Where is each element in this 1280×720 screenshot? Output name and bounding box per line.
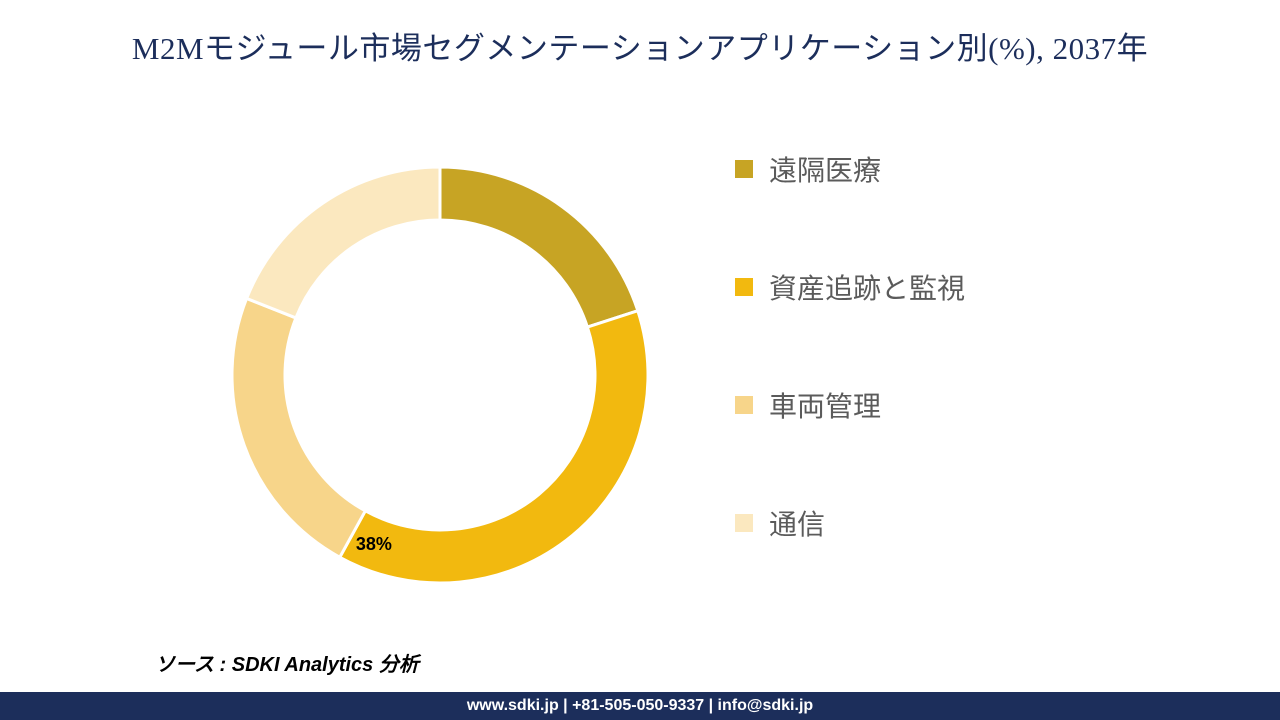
legend-swatch xyxy=(735,160,753,178)
legend-label: 車両管理 xyxy=(769,385,881,425)
footer-bar: www.sdki.jp | +81-505-050-9337 | info@sd… xyxy=(0,692,1280,720)
legend-label: 通信 xyxy=(769,503,825,543)
source-text: ソース : SDKI Analytics 分析 xyxy=(155,648,419,677)
legend-label: 資産追跡と監視 xyxy=(769,267,965,307)
donut-svg xyxy=(228,163,652,587)
slice-fleet_mgmt xyxy=(232,298,365,557)
legend-item: 遠隔医療 xyxy=(735,155,965,183)
legend-label: 遠隔医療 xyxy=(769,149,881,189)
legend-swatch xyxy=(735,396,753,414)
legend-swatch xyxy=(735,514,753,532)
legend-item: 通信 xyxy=(735,509,965,537)
slice-telehealth xyxy=(440,167,638,327)
footer-text: www.sdki.jp | +81-505-050-9337 | info@sd… xyxy=(467,697,813,714)
slice-telecom xyxy=(247,167,440,318)
slice-label-asset_tracking: 38% xyxy=(356,534,392,555)
donut-chart: 38% xyxy=(228,163,652,587)
legend-swatch xyxy=(735,278,753,296)
page: M2Mモジュール市場セグメンテーションアプリケーション別(%), 2037年 3… xyxy=(0,0,1280,720)
legend-item: 車両管理 xyxy=(735,391,965,419)
page-title: M2Mモジュール市場セグメンテーションアプリケーション別(%), 2037年 xyxy=(0,28,1280,70)
legend-item: 資産追跡と監視 xyxy=(735,273,965,301)
legend: 遠隔医療資産追跡と監視車両管理通信 xyxy=(735,155,965,537)
